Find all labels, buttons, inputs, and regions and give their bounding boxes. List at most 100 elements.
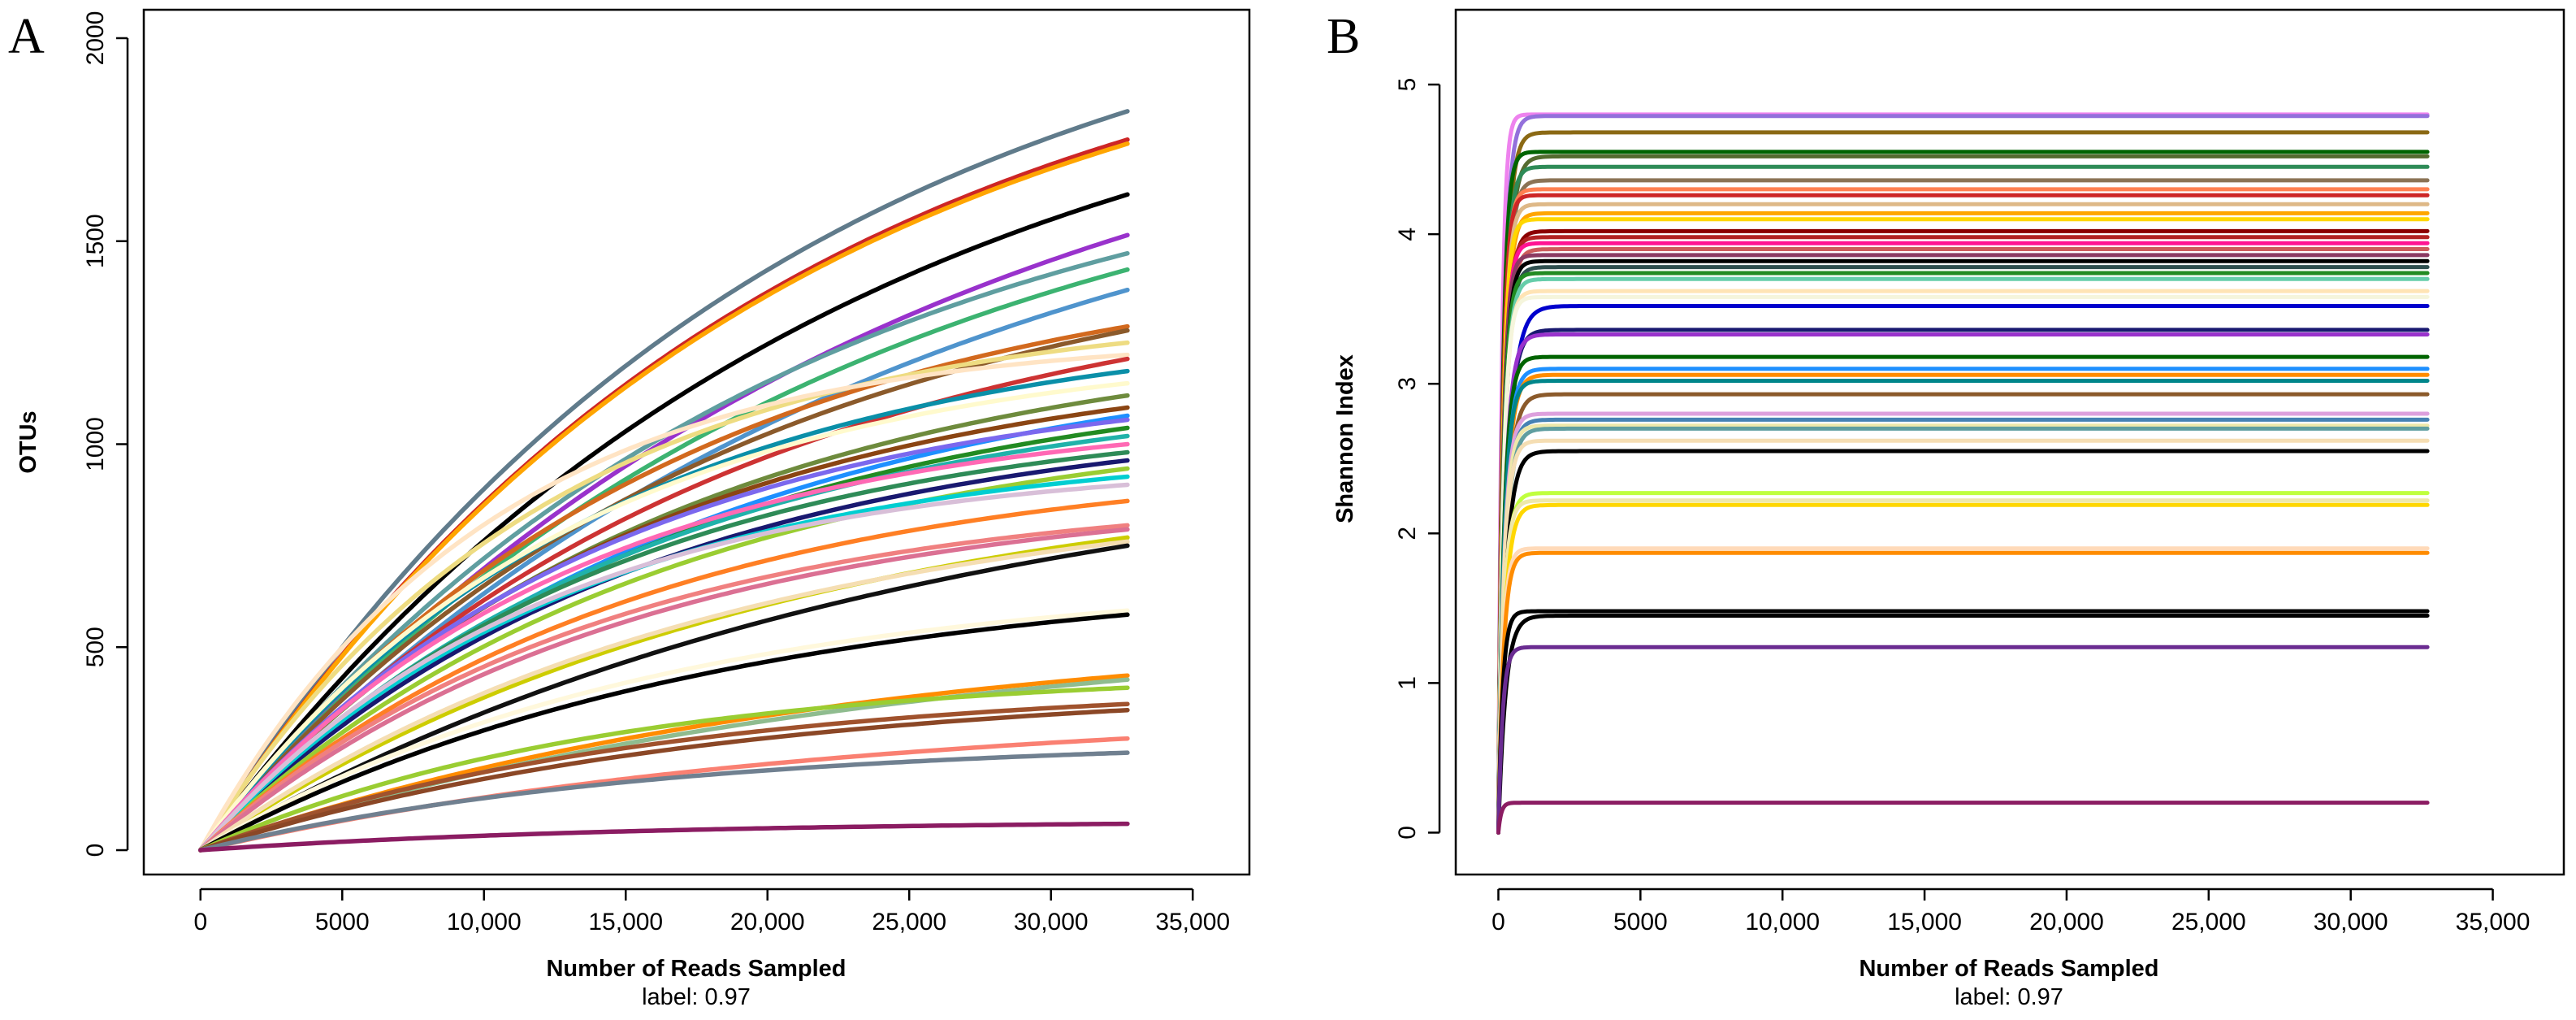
panel-a-series-line-35: [198, 612, 1130, 853]
panel-b-series-line-43: [1496, 609, 2430, 835]
panel-b-series-line-26: [1496, 332, 2430, 835]
panel-b-x-tick-label-3: 10,000: [1745, 909, 1820, 935]
panel-b-series-line-38: [1496, 491, 2430, 835]
panel-b-x-tick-label-8: 35,000: [2456, 909, 2531, 935]
panel-b-x-tick-label-1: 0: [1491, 909, 1505, 935]
panel-b: B 0 5000 10,000 15,000 20,000 25,000 30,000 35,…: [1327, 8, 2565, 1010]
panel-a-series-line-22: [198, 441, 1130, 853]
panel-b-series-line-45: [1496, 645, 2430, 835]
panel-b-series-line-15: [1496, 241, 2430, 835]
panel-b-x-tick-label-5: 20,000: [2029, 909, 2104, 935]
panel-b-series-line-46: [1496, 801, 2430, 835]
panel-a-series-line-34: [198, 608, 1130, 853]
panel-b-y-tick-label-6: 5: [1394, 78, 1421, 92]
panel-a-y-tick-label-5: 2000: [82, 11, 109, 66]
panel-a-x-axis-subtitle: label: 0.97: [642, 984, 751, 1010]
panel-a-x-tick-label-4: 15,000: [588, 909, 663, 935]
panel-b-series-line-8: [1496, 187, 2430, 835]
panel-a-x-tick-label-1: 0: [193, 909, 207, 935]
panel-a-y-tick-label-4: 1500: [82, 214, 109, 268]
panel-b-y-tick-label-2: 1: [1394, 676, 1421, 690]
panel-a-series-line-39: [198, 701, 1130, 853]
panel-a-y-tick-label-2: 500: [82, 627, 109, 667]
panel-b-series-line-25: [1496, 328, 2430, 835]
panel-b-series-line-27: [1496, 354, 2430, 835]
panel-a-series-line-5: [198, 232, 1130, 853]
panel-b-series-line-20: [1496, 271, 2430, 835]
panel-b-series-line-39: [1496, 498, 2430, 835]
panel-a-series-line-42: [198, 750, 1130, 853]
panel-b-series-line-17: [1496, 253, 2430, 835]
panel-b-x-axis: 0 5000 10,000 15,000 20,000 25,000 30,000 35,00…: [1491, 888, 2531, 935]
panel-b-series-line-4: [1496, 150, 2430, 835]
panel-a-series-line-11: [198, 340, 1130, 853]
panel-a-letter: A: [8, 9, 45, 64]
panel-a-series-line-15: [198, 380, 1130, 853]
panel-b-series-line-18: [1496, 258, 2430, 835]
panel-a-series-line-12: [198, 352, 1130, 853]
panel-a-series-line-41: [198, 736, 1130, 853]
panel-b-series-line-23: [1496, 294, 2430, 835]
panel-b-series-line-12: [1496, 217, 2430, 835]
panel-b-plot-frame: [1454, 8, 2565, 876]
panel-b-series-line-10: [1496, 202, 2430, 835]
panel-b-series-line-28: [1496, 367, 2430, 835]
panel-b-series-line-29: [1496, 372, 2430, 835]
panel-a-series-line-40: [198, 707, 1130, 853]
panel-b-y-axis: 0 1 2 3 4 5: [1394, 78, 1441, 840]
panel-b-series-line-2: [1496, 114, 2430, 835]
panel-b-x-tick-label-7: 30,000: [2314, 909, 2388, 935]
panel-a-x-tick-label-8: 35,000: [1155, 909, 1230, 935]
panel-a-series-line-29: [198, 523, 1130, 853]
panel-a-x-tick-label-6: 25,000: [872, 909, 946, 935]
panel-b-series-line-22: [1496, 289, 2430, 835]
panel-b-series-line-37: [1496, 449, 2430, 835]
panel-a-series-line-10: [198, 328, 1130, 853]
panel-a-x-tick-label-2: 5000: [315, 909, 370, 935]
panel-b-series-line-36: [1496, 438, 2430, 835]
panel-b-y-tick-label-5: 4: [1394, 228, 1421, 241]
panel-a-series-line-30: [198, 527, 1130, 853]
panel-b-x-axis-title: Number of Reads Sampled: [1859, 956, 2158, 982]
panel-b-y-tick-label-1: 0: [1394, 826, 1421, 840]
panel-a-y-tick-label-1: 0: [82, 844, 109, 857]
panel-b-series-line-44: [1496, 614, 2430, 835]
panel-a-series-line-27: [198, 482, 1130, 853]
panel-b-series-line-32: [1496, 411, 2430, 835]
panel-b-x-tick-label-4: 15,000: [1887, 909, 1962, 935]
panel-b-x-tick-label-2: 5000: [1613, 909, 1668, 935]
panel-a-x-tick-label-7: 30,000: [1014, 909, 1089, 935]
panel-b-series-line-1: [1496, 112, 2430, 835]
panel-b-series-line-41: [1496, 546, 2430, 835]
panel-a-series-line-43: [198, 821, 1130, 853]
panel-b-x-axis-subtitle: label: 0.97: [1955, 984, 2063, 1010]
panel-b-x-tick-label-6: 25,000: [2171, 909, 2246, 935]
panel-b-series-line-24: [1496, 304, 2430, 835]
panel-a-series-line-3: [198, 141, 1130, 853]
panel-b-series-layer: [1496, 112, 2430, 835]
panel-b-series-line-13: [1496, 228, 2430, 835]
panel-a-x-tick-label-3: 10,000: [447, 909, 522, 935]
panel-a-series-layer: [198, 109, 1130, 853]
panel-b-y-tick-label-4: 3: [1394, 377, 1421, 391]
panel-a-plot-frame: [142, 8, 1251, 876]
panel-a-x-axis-title: Number of Reads Sampled: [546, 956, 846, 982]
panel-b-series-line-31: [1496, 392, 2430, 835]
panel-a-x-tick-label-5: 20,000: [730, 909, 805, 935]
panel-b-series-line-21: [1496, 276, 2430, 835]
panel-b-series-line-35: [1496, 426, 2430, 835]
panel-a: A 0 5000 10,000 15,000 20,000 25,000 30,000 35,…: [8, 8, 1251, 1010]
panel-b-series-line-9: [1496, 193, 2430, 835]
panel-a-y-axis-title: OTUs: [15, 410, 41, 473]
panel-a-x-axis: 0 5000 10,000 15,000 20,000 25,000 30,000 35,00…: [193, 888, 1230, 935]
panel-b-series-line-40: [1496, 502, 2430, 835]
panel-a-series-line-4: [198, 192, 1130, 853]
panel-a-series-line-38: [198, 685, 1130, 853]
panel-b-series-line-33: [1496, 417, 2430, 835]
panel-a-y-tick-label-3: 1000: [82, 417, 109, 471]
panel-b-series-line-6: [1496, 164, 2430, 835]
panel-b-y-axis-title: Shannon Index: [1332, 354, 1358, 523]
panel-b-y-tick-label-3: 2: [1394, 527, 1421, 540]
panel-a-y-axis: 0 500 1000 1500 2000: [82, 11, 129, 857]
